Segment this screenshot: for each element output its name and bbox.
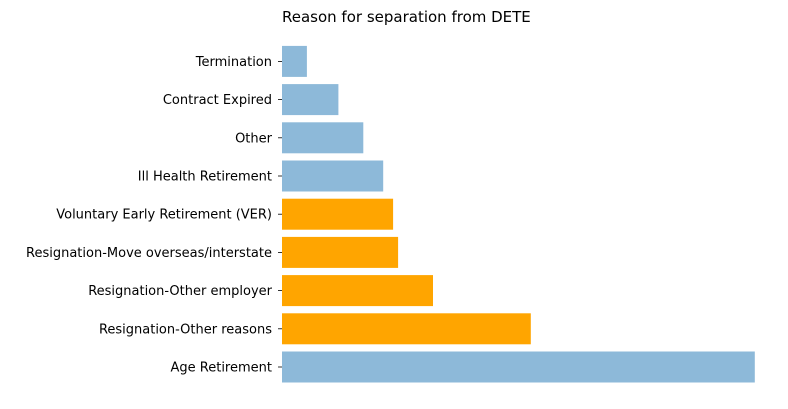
- bar: [282, 84, 339, 116]
- category-label: Contract Expired: [163, 93, 272, 108]
- category-label: Other: [235, 131, 273, 146]
- bar: [282, 45, 307, 77]
- category-labels-group: Age Retirement Resignation-Other reasons R…: [26, 55, 282, 376]
- category-label: Age Retirement: [171, 361, 273, 376]
- category-label: Ill Health Retirement: [138, 170, 272, 185]
- bar: [282, 351, 755, 383]
- bar: [282, 313, 531, 345]
- bar: [282, 160, 384, 192]
- bar: [282, 122, 364, 154]
- category-label: Resignation-Move overseas/interstate: [26, 246, 272, 261]
- bars-group: [282, 45, 755, 383]
- category-label: Voluntary Early Retirement (VER): [56, 208, 272, 223]
- bar: [282, 275, 433, 307]
- bar: [282, 236, 399, 268]
- chart-title: Reason for separation from DETE: [282, 8, 531, 26]
- bar: [282, 198, 394, 230]
- category-label: Termination: [195, 55, 272, 70]
- category-label: Resignation-Other reasons: [99, 322, 272, 337]
- category-label: Resignation-Other employer: [88, 284, 272, 299]
